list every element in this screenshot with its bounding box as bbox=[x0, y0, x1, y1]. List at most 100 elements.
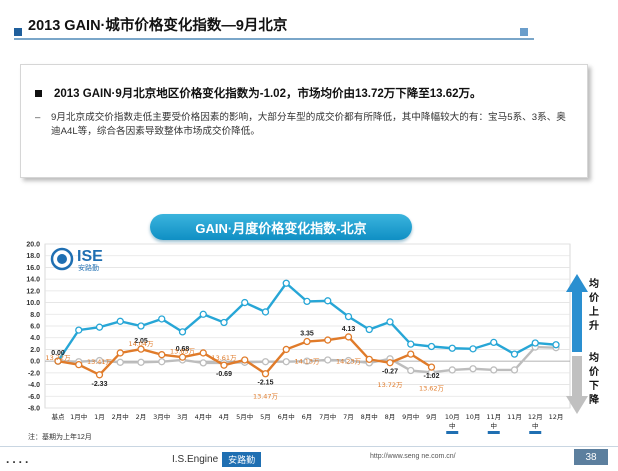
chart-title: GAIN·月度价格变化指数-北京 bbox=[150, 214, 412, 240]
price-series-point bbox=[220, 318, 228, 327]
price-series-point bbox=[303, 297, 311, 306]
price-series-point bbox=[261, 308, 270, 316]
x-tick-label: 6月中 bbox=[278, 412, 295, 421]
index-series-point bbox=[427, 363, 436, 371]
page-title-bar: 2013 GAIN·城市价格变化指数—9月北京 bbox=[14, 10, 534, 38]
price-series-point bbox=[158, 315, 166, 323]
prev-series-point bbox=[448, 366, 456, 374]
x-tick-label: 6月 bbox=[302, 413, 313, 421]
prev-series-point bbox=[158, 358, 166, 366]
x-tick-label: 8月中 bbox=[361, 412, 378, 421]
x-tick-label: 9月 bbox=[426, 413, 437, 421]
data-label: 4.13 bbox=[342, 326, 356, 333]
x-tick-label: 4月中 bbox=[195, 412, 212, 421]
down-arrow-head-icon bbox=[566, 396, 588, 414]
price-series-point bbox=[510, 350, 519, 358]
y-tick-label: 12.0 bbox=[26, 288, 40, 295]
price-series-point bbox=[365, 325, 373, 334]
x-tick-label: 7月中 bbox=[319, 412, 336, 421]
data-label: -2.15 bbox=[258, 380, 274, 387]
brand-badge: 安路勤 bbox=[222, 452, 262, 467]
brand-text: I.S.Engine bbox=[172, 454, 219, 465]
x-tick-label: 3月 bbox=[177, 413, 188, 421]
footer-url[interactable]: http://www.seng ne.com.cn/ bbox=[370, 453, 456, 460]
price-series-point bbox=[324, 297, 332, 305]
x-tick-label: 2月 bbox=[136, 413, 147, 421]
y-tick-label: 0.0 bbox=[30, 359, 40, 366]
x-tick-label: 1月中 bbox=[70, 412, 87, 421]
price-series-point bbox=[116, 317, 124, 325]
index-series-point bbox=[199, 349, 207, 357]
prev-series-point bbox=[469, 365, 477, 373]
prev-series-point bbox=[116, 358, 124, 366]
bullet-square-icon bbox=[35, 89, 42, 97]
x-tick-label: 基点 bbox=[52, 412, 66, 421]
price-series-point bbox=[386, 318, 394, 326]
index-series-point bbox=[303, 337, 311, 346]
price-series-point bbox=[531, 339, 539, 347]
prev-series-point bbox=[407, 366, 415, 375]
data-label: 2.05 bbox=[134, 338, 148, 345]
summary-headline: 2013 GAIN·9月北京地区价格变化指数为-1.02，市场均价由13.72万… bbox=[54, 88, 482, 100]
data-label: 3.35 bbox=[300, 331, 314, 338]
index-series-point bbox=[407, 350, 415, 358]
price-series-point bbox=[469, 345, 477, 353]
logo-subtext: 安路勤 bbox=[78, 263, 99, 272]
prev-series-point bbox=[510, 366, 519, 374]
price-label: 13.72万 bbox=[377, 381, 403, 389]
price-series-point bbox=[75, 326, 83, 334]
price-series-point bbox=[178, 328, 187, 336]
price-label: 14.13万 bbox=[294, 357, 320, 365]
y-tick-label: 10.0 bbox=[26, 300, 40, 307]
index-series-point bbox=[95, 371, 104, 379]
index-series-point bbox=[137, 345, 145, 353]
x-tick-label: 1月 bbox=[94, 413, 105, 421]
decor-square bbox=[14, 28, 22, 36]
x-tick-label: 7月 bbox=[343, 413, 354, 421]
index-series-point bbox=[75, 361, 83, 369]
price-series-point bbox=[407, 340, 415, 348]
price-label: 14.04万 bbox=[128, 340, 154, 348]
index-series-point bbox=[386, 359, 394, 367]
price-label: 13.47万 bbox=[253, 393, 279, 401]
index-series-point bbox=[220, 361, 228, 369]
index-series-point bbox=[116, 349, 124, 357]
prev-series-point bbox=[95, 356, 104, 365]
price-series-point bbox=[448, 344, 456, 352]
down-arrow-icon bbox=[572, 356, 582, 398]
title-underline bbox=[14, 38, 534, 40]
y-tick-label: -6.0 bbox=[28, 394, 40, 401]
prev-series-point bbox=[261, 358, 270, 366]
x-tick-label: 5月 bbox=[260, 413, 271, 421]
price-series-point bbox=[95, 323, 104, 331]
decor-square bbox=[520, 28, 528, 36]
x-tick-label: 11月 bbox=[507, 413, 522, 421]
y-tick-label: -2.0 bbox=[28, 370, 40, 377]
up-arrow-icon bbox=[572, 290, 582, 352]
price-series-point bbox=[282, 279, 290, 287]
x-tick-label: 10月 bbox=[466, 413, 481, 421]
data-label: -0.69 bbox=[216, 371, 232, 378]
price-label: 13.72万 bbox=[45, 354, 71, 362]
prev-series-point bbox=[199, 359, 207, 367]
x-tick-label: 3月中 bbox=[153, 412, 170, 421]
x-highlight bbox=[487, 431, 500, 434]
index-series-point bbox=[54, 357, 62, 365]
y-tick-label: 2.0 bbox=[30, 347, 40, 354]
data-label: -2.33 bbox=[92, 381, 108, 388]
side-label-up: 均价上升 bbox=[589, 279, 599, 332]
y-tick-label: 6.0 bbox=[30, 324, 40, 331]
x-highlight bbox=[446, 431, 459, 434]
index-series-point bbox=[241, 356, 249, 364]
chart-note: 注：基期为上年12月 bbox=[28, 434, 92, 441]
index-series-point bbox=[324, 336, 332, 344]
logo-core bbox=[57, 254, 67, 264]
price-label: 13.41万 bbox=[87, 358, 113, 366]
x-tick-label: 10月中 bbox=[445, 413, 460, 430]
price-series-point bbox=[490, 338, 498, 347]
y-tick-label: -4.0 bbox=[28, 382, 40, 389]
index-series-point bbox=[178, 353, 187, 361]
detail-dash: – bbox=[35, 112, 41, 123]
x-tick-label: 2月中 bbox=[112, 412, 129, 421]
